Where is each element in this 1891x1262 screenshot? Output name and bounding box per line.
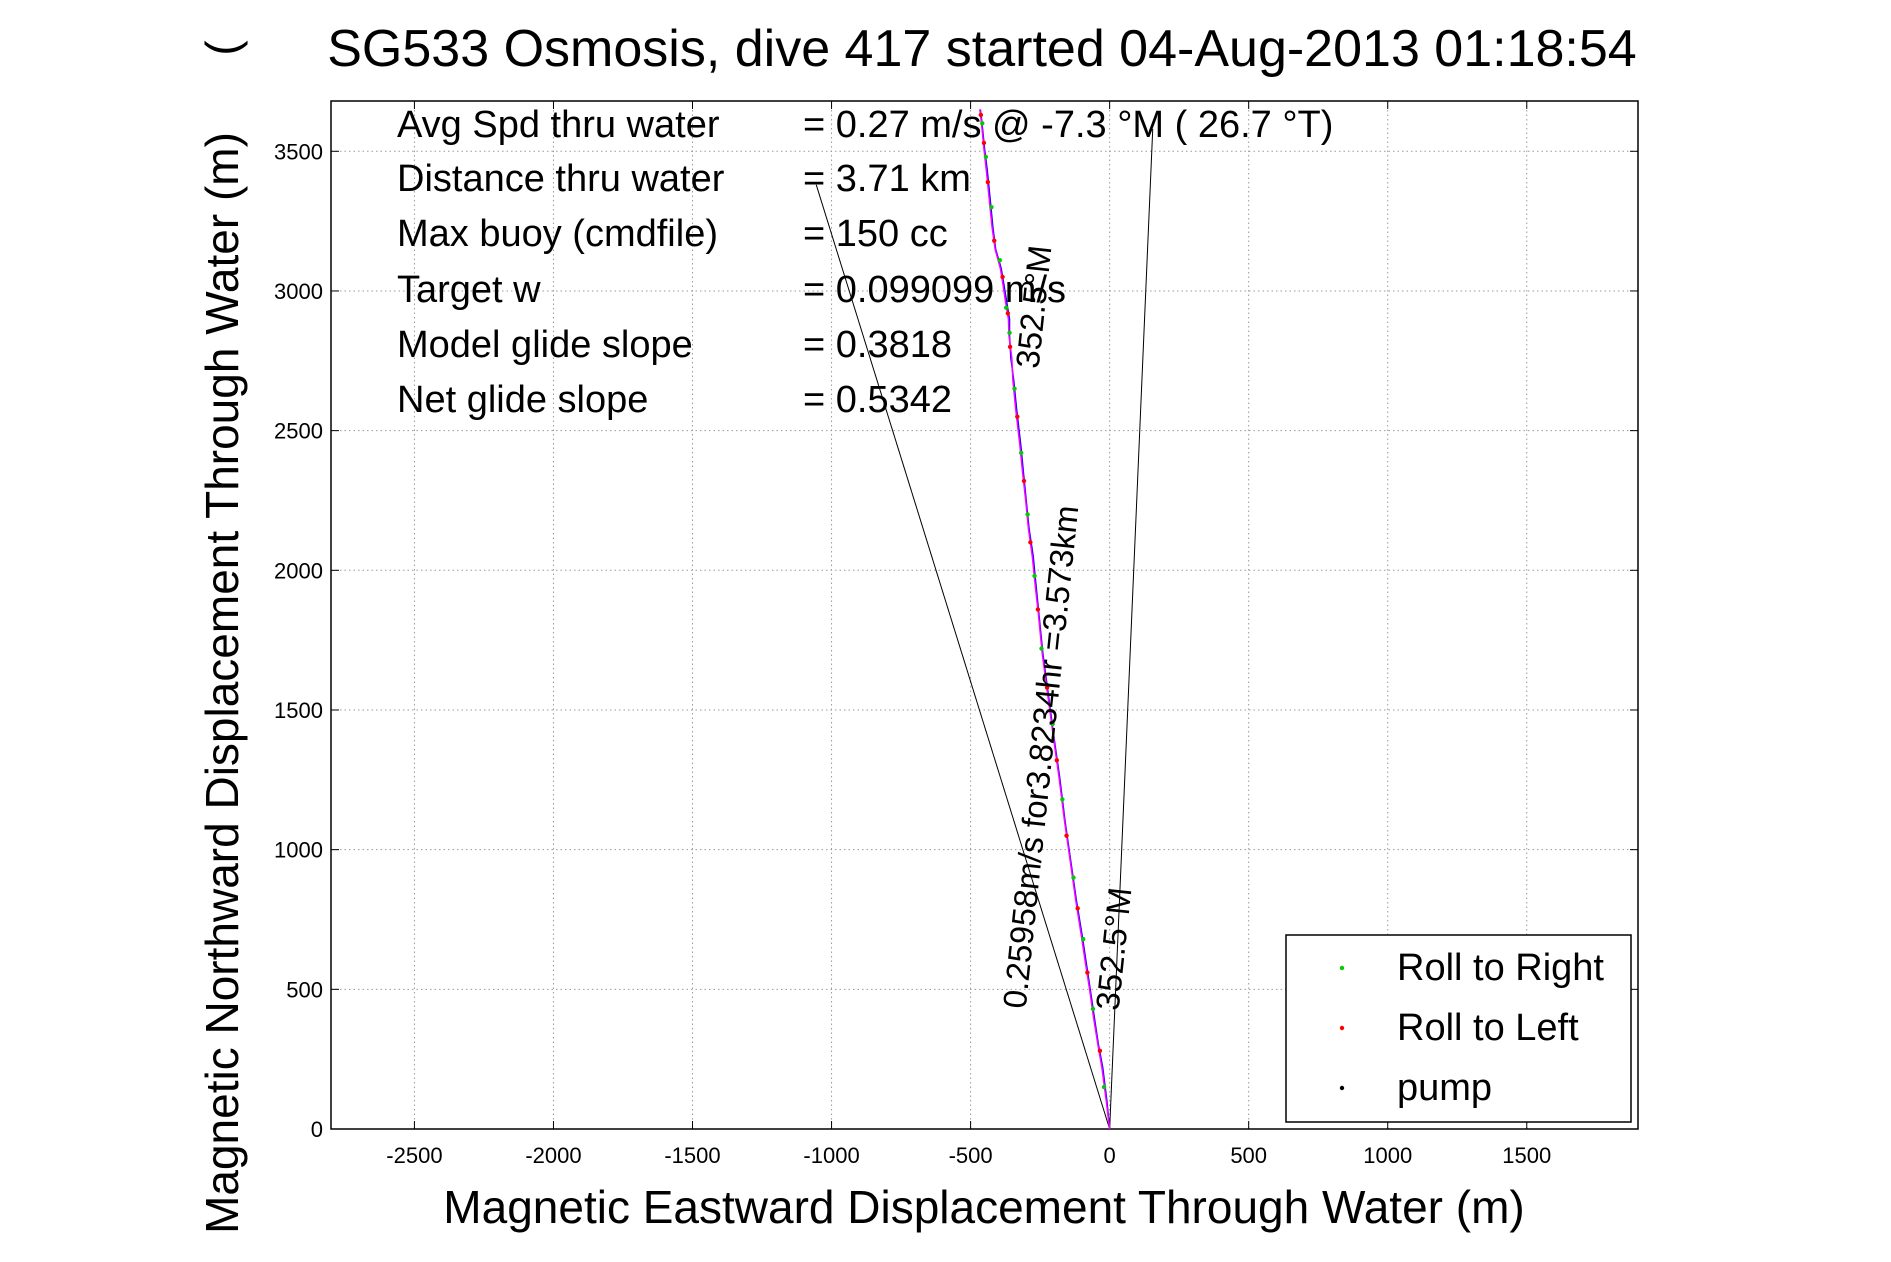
legend-label-pump: pump [1397,1067,1492,1109]
stat-label: Target w [397,269,541,311]
stat-value: = 0.27 m/s @ -7.3 °M ( 26.7 °T) [803,104,1333,146]
marker-roll-left [992,238,997,243]
plot-area-frame [330,100,1639,1130]
marker-roll-left [1064,833,1069,838]
marker-roll-left [1028,540,1033,545]
marker-roll-left [981,140,987,146]
stat-value: = 0.5342 [803,379,952,421]
stat-value: = 150 cc [803,213,948,255]
y-tick-label: 2000 [274,558,323,583]
x-tick-label: 500 [1230,1143,1267,1168]
stat-label: Distance thru water [397,158,725,200]
stats-block: Avg Spd thru water = 0.27 m/s @ -7.3 °M … [397,104,1333,421]
y-tick-label: 1500 [274,698,323,723]
marker-roll-left [1007,344,1013,350]
x-tick-label: 1000 [1363,1143,1412,1168]
marker-roll-left [1075,906,1080,911]
y-axis-label-overlap-mark: ( [196,40,248,56]
marker-roll-right [1007,330,1012,336]
y-tick-label: 2500 [274,419,323,444]
x-tick-label: 0 [1104,1143,1116,1168]
marker-roll-right [1060,797,1065,802]
chart-title: SG533 Osmosis, dive 417 started 04-Aug-2… [327,20,1636,78]
marker-roll-right [997,258,1002,263]
y-tick-label: 3500 [274,139,323,164]
stat-label: Net glide slope [397,379,648,421]
marker-roll-left [1005,311,1011,316]
marker-roll-left [1021,478,1027,484]
stat-value: = 3.71 km [803,158,971,200]
marker-roll-left [978,112,984,118]
marker-roll-right [1071,875,1076,880]
stat-label: Model glide slope [397,324,693,366]
marker-roll-right [1003,305,1009,310]
marker-roll-right [1012,386,1017,391]
x-axis-label: Magnetic Eastward Displacement Through W… [443,1181,1524,1233]
x-tick-label: -2500 [386,1143,442,1168]
marker-roll-left [1015,414,1020,419]
x-tick-label: -500 [949,1143,993,1168]
guide-line [1109,128,1154,1130]
marker-roll-left [985,179,991,185]
marker-roll-left [1035,607,1041,612]
legend-swatch-roll-right [1339,965,1345,971]
guide-lines [815,128,1154,1130]
x-tick-label: 1500 [1502,1143,1551,1168]
stat-label: Max buoy (cmdfile) [397,213,718,255]
legend-swatch-roll-left [1339,1025,1345,1031]
marker-roll-right [1090,1006,1096,1012]
y-tick-label: 1000 [274,838,323,863]
stat-value: = 0.3818 [803,324,952,366]
marker-roll-left [1000,274,1005,280]
legend-label-roll-left: Roll to Left [1397,1007,1579,1049]
marker-roll-right [1101,1084,1107,1090]
marker-roll-right [1039,646,1044,651]
marker-roll-right [1081,936,1086,942]
marker-roll-right [1050,721,1055,727]
marker-roll-right [983,154,989,160]
x-tick-label: -1500 [664,1143,720,1168]
legend-swatch-pump [1339,1085,1345,1091]
markers [978,112,1107,1090]
marker-roll-left [1085,970,1090,975]
guide-line [815,184,1111,1130]
legend: Roll to Right Roll to Left pump [1285,934,1632,1123]
x-tick-label: -2000 [525,1143,581,1168]
marker-roll-left [1044,685,1050,690]
y-tick-label: 0 [311,1117,323,1142]
stat-value: = 0.099099 m/s [803,269,1066,311]
marker-roll-right [1019,450,1024,456]
y-tick-label: 3000 [274,279,323,304]
y-tick-label: 500 [286,977,323,1002]
stat-label: Avg Spd thru water [397,104,720,146]
marker-roll-right [989,204,994,210]
x-tick-label: -1000 [803,1143,859,1168]
marker-roll-right [1025,512,1030,517]
y-axis-label: Magnetic Northward Displacement Through … [196,132,248,1234]
marker-roll-left [1097,1048,1103,1053]
marker-roll-right [1032,573,1037,579]
marker-roll-left [1054,758,1060,763]
legend-label-roll-right: Roll to Right [1397,947,1604,989]
axis-ticks: -2500 -2000 -1500 -1000 -500 0 500 1000 1500 0 500… [274,101,1638,1168]
marker-roll-right [980,121,985,126]
